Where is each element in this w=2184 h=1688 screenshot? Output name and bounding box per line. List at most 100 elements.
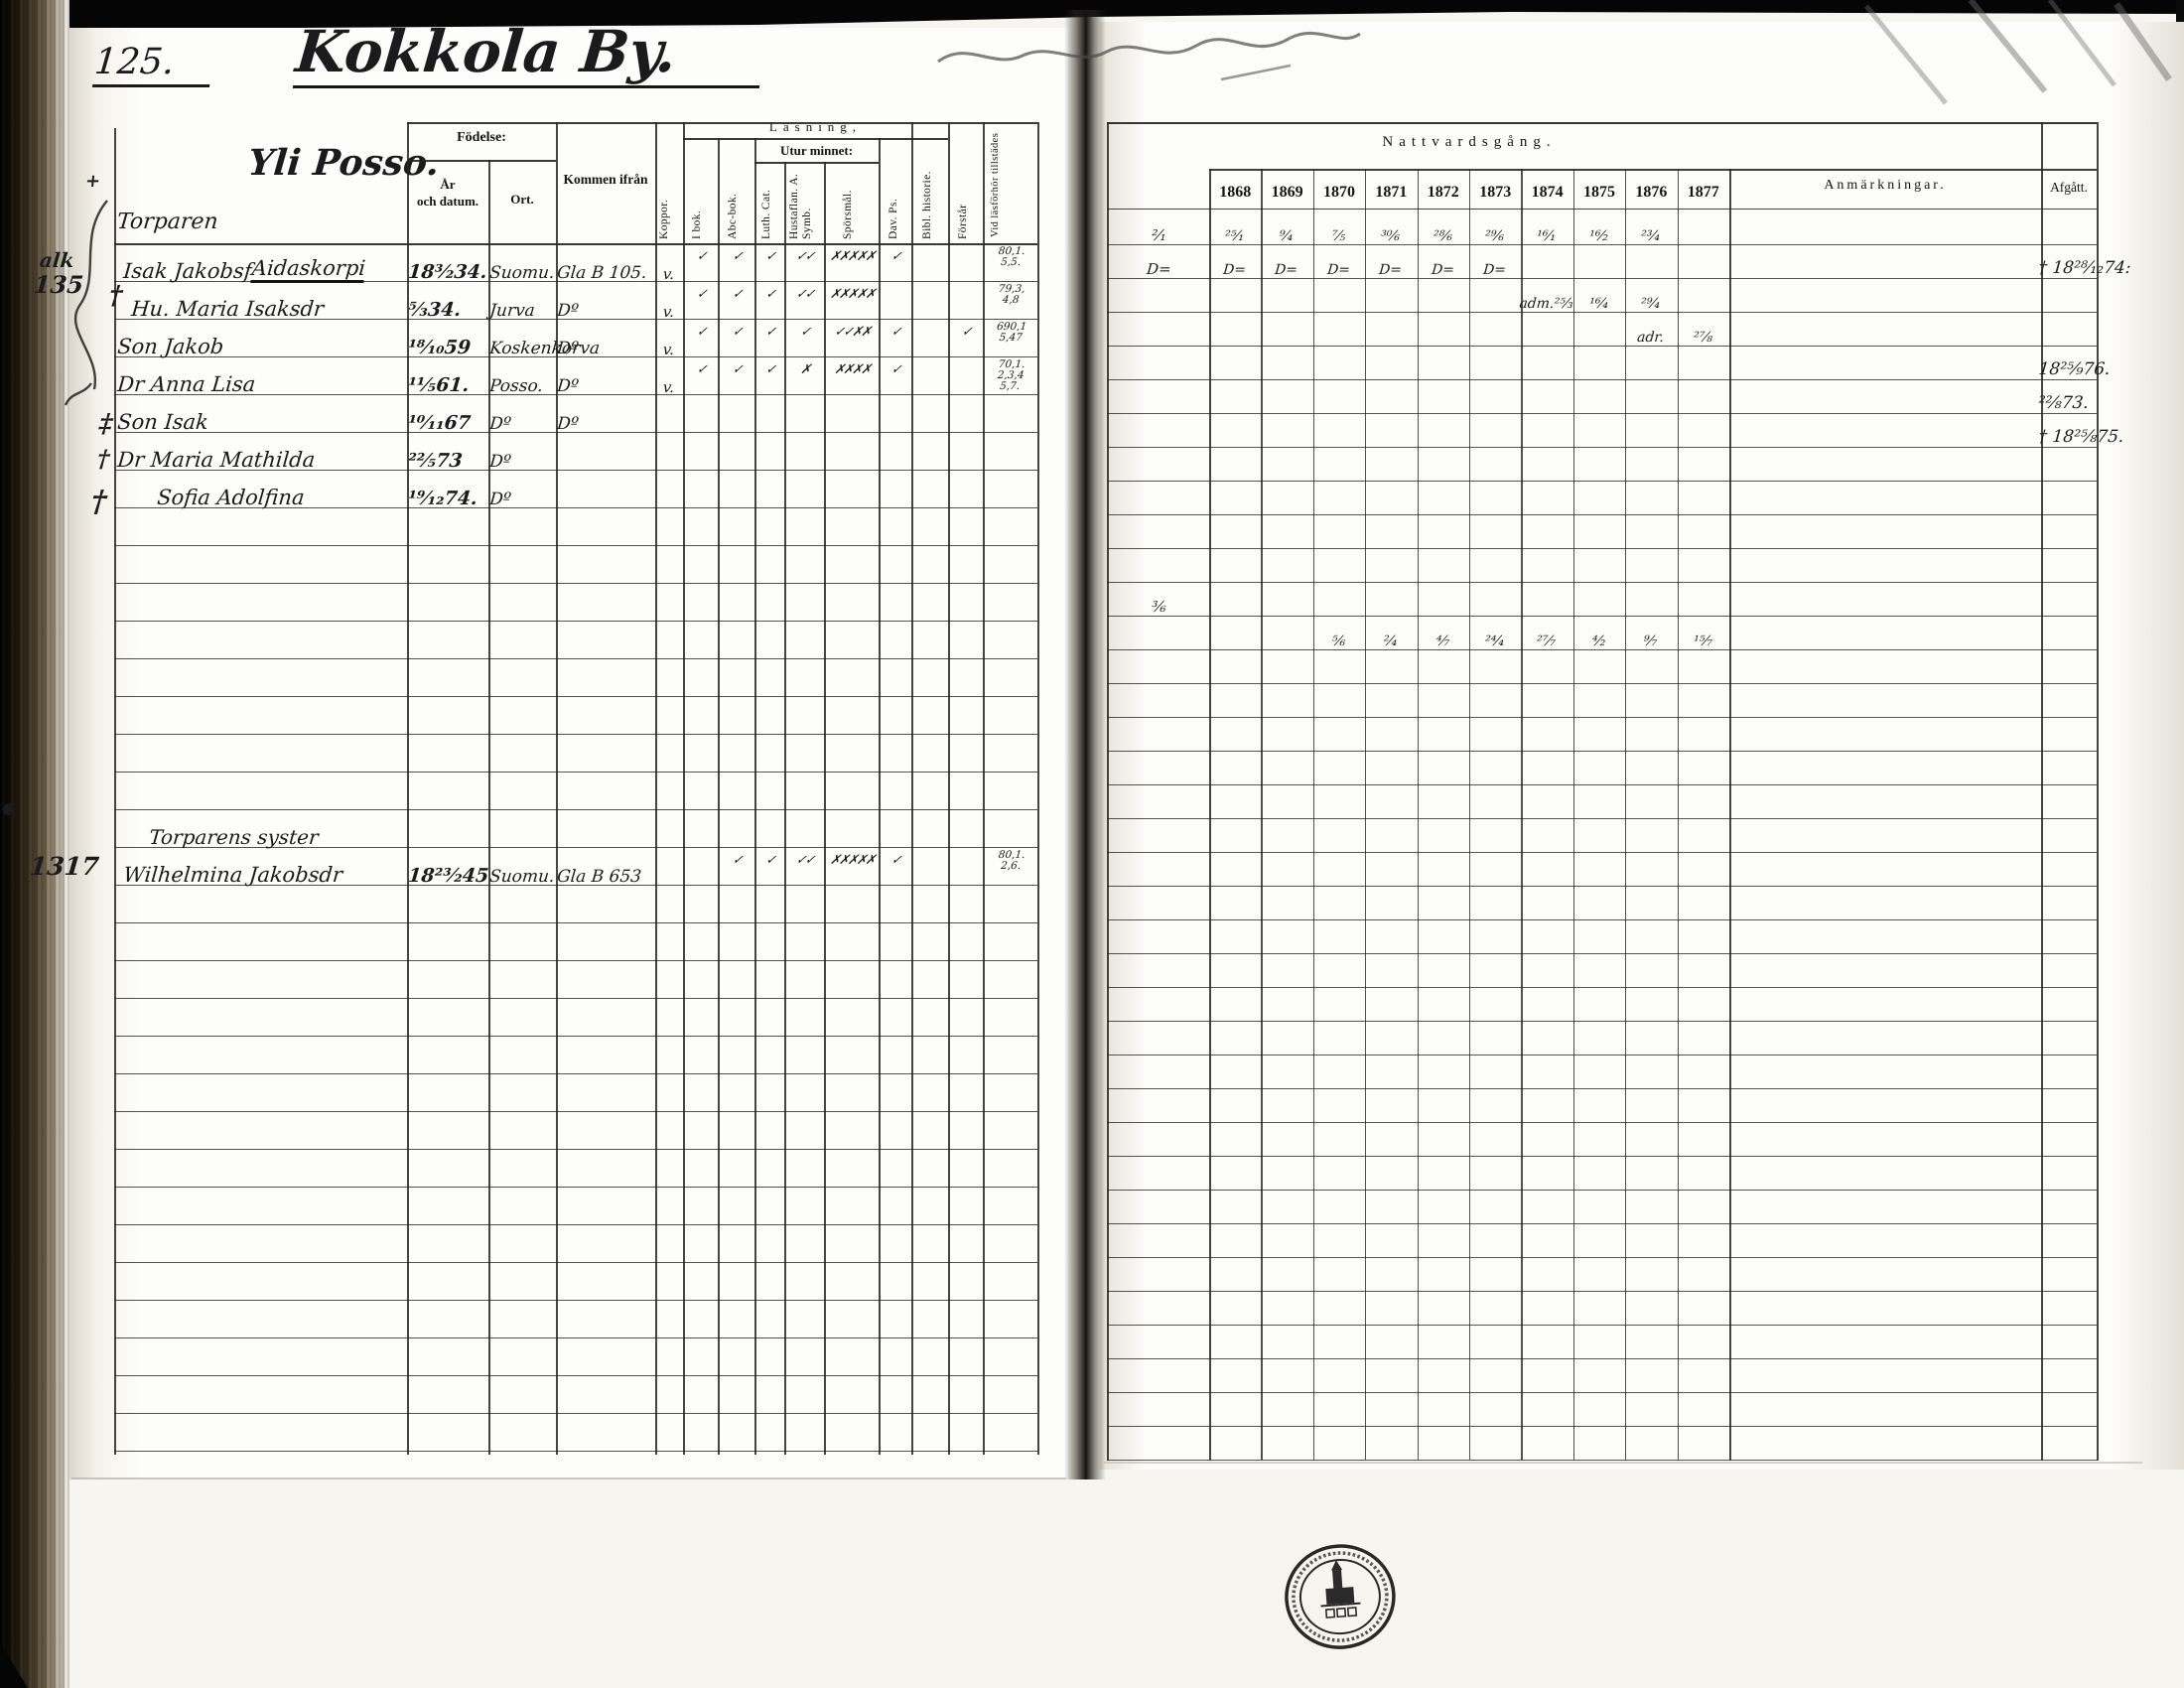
table-column-line — [983, 122, 985, 1455]
year-header: 1876 — [1635, 184, 1668, 201]
table-column-line — [1365, 169, 1367, 1460]
header-ort: Ort. — [510, 192, 534, 207]
reading-mark: ✓ — [890, 362, 901, 377]
reading-mark: ✓ — [764, 362, 775, 377]
reading-mark: ✓ — [696, 287, 707, 302]
table-column-line — [948, 122, 950, 1455]
header-anmarkningar: Anmärkningar. — [1824, 178, 1947, 193]
reading-mark: ✓ — [961, 325, 972, 340]
table-row-line — [1107, 751, 2097, 753]
table-header-line — [683, 138, 948, 140]
stamp-baseline — [1320, 1602, 1361, 1608]
header-nattvardsgang: Nattvardsgång. — [1382, 134, 1557, 150]
header-koppor: Koppor. — [658, 199, 670, 239]
person-name-text: Hu. Maria Isaksdr — [130, 297, 326, 321]
birth-place: Jurva — [488, 301, 536, 321]
communion-mark: ⁴⁄₇ — [1434, 633, 1450, 649]
reading-mark: ✓ — [696, 362, 707, 377]
table-row-line — [114, 394, 1037, 396]
person-name: Torparens syster — [148, 809, 407, 850]
center-gutter-shadow — [1064, 10, 1106, 1479]
examination-note: 80,1. 2,6. — [998, 849, 1026, 872]
stamp-glyph-box — [1346, 1607, 1358, 1618]
margin-annotation: † — [107, 281, 124, 311]
table-column-line — [1312, 169, 1315, 1460]
reading-mark: ✓ — [696, 249, 707, 264]
table-column-line — [488, 160, 490, 1455]
table-row-line — [1107, 244, 2097, 246]
came-from: Dº — [556, 339, 580, 358]
stamp-glyph-box — [1335, 1607, 1347, 1618]
person-name: Hu. Maria Isaksdr — [130, 281, 407, 322]
table-column-line — [1107, 122, 1109, 1461]
table-header-line — [1107, 209, 2097, 211]
table-row-line — [1107, 1021, 2097, 1023]
communion-mark: D= — [1222, 262, 1247, 278]
communion-mark: ⁵⁄₆ — [1330, 633, 1346, 649]
communion-mark: ²⁄₄ — [1383, 633, 1399, 649]
table-top-line — [1107, 122, 2097, 124]
table-row-line — [114, 356, 1037, 358]
table-row-line — [1107, 447, 2097, 449]
table-column-line — [2041, 122, 2043, 1461]
person-name-text: Wilhelmina Jakobsdr — [122, 863, 344, 887]
person-name-text: Son Isak — [116, 410, 209, 434]
scribble-stroke — [1220, 64, 1292, 81]
smallpox-mark: v. — [662, 265, 676, 283]
table-row-line — [1107, 1426, 2097, 1428]
table-row-line — [1107, 1358, 2097, 1360]
table-row-line — [1107, 312, 2097, 314]
spine-grain-texture — [0, 0, 69, 1688]
birth-place: Suomu. — [488, 263, 556, 283]
parish-stamp — [1285, 1544, 1396, 1649]
reading-mark: ✗✗✗✗✗ — [829, 249, 876, 264]
table-row-line — [114, 1451, 1037, 1453]
table-row-line — [114, 1224, 1037, 1226]
margin-annotation: + — [84, 171, 102, 192]
table-row-line — [114, 1187, 1037, 1189]
reading-mark: ✓✓✗✗ — [833, 325, 871, 340]
table-row-line — [1107, 548, 2097, 550]
departed-date: ²²⁄₈73. — [2037, 393, 2090, 413]
table-column-line — [683, 122, 685, 1455]
book-spine-edge — [0, 0, 69, 1688]
table-column-line — [1625, 169, 1627, 1460]
stamp-church-spire — [1331, 1560, 1343, 1571]
table-row-line — [1107, 683, 2097, 685]
table-row-line — [1107, 852, 2097, 854]
table-row-line — [1107, 1122, 2097, 1124]
header-forstar: Förstår — [957, 204, 969, 239]
person-name: Dr Maria Mathilda — [116, 432, 407, 473]
reading-mark: ✓ — [732, 325, 743, 340]
communion-mark: adr. — [1636, 330, 1665, 346]
reading-mark: ✗✗✗✗✗ — [829, 853, 876, 868]
communion-mark: ²⁷⁄₈ — [1692, 330, 1713, 346]
table-column-line — [1572, 169, 1575, 1460]
table-row-line — [114, 998, 1037, 1000]
stamp-outer-ring — [1285, 1544, 1396, 1649]
person-name-text: Sofia Adolfina — [156, 486, 306, 509]
came-from: Dº — [556, 376, 580, 396]
table-column-line — [114, 128, 116, 1455]
stamp-church-body — [1325, 1587, 1355, 1606]
person-name: Dr Anna Lisa — [116, 356, 407, 397]
table-row-line — [114, 621, 1037, 623]
communion-mark: ²⁷⁄₇ — [1536, 633, 1558, 649]
table-column-line — [911, 122, 913, 1455]
person-name: Son Isak — [116, 394, 407, 435]
table-column-line — [1417, 169, 1419, 1460]
table-row-line — [1107, 413, 2097, 415]
streak — [1968, 0, 2048, 93]
reading-mark: ✓ — [890, 249, 901, 264]
table-column-line — [879, 138, 881, 1455]
left-page-bottom-edge — [71, 1477, 1066, 1479]
reading-mark: ✗✗✗✗✗ — [829, 287, 876, 302]
margin-annotation: 1317 — [28, 852, 100, 881]
reading-mark: ✓ — [732, 249, 743, 264]
table-column-line — [1677, 169, 1679, 1460]
communion-mark: ²⁹⁄₆ — [1484, 228, 1505, 244]
streak — [1864, 4, 1948, 105]
table-row-line — [1107, 1088, 2097, 1090]
birth-place: Suomu. — [488, 867, 556, 887]
communion-mark: ¹⁵⁄₇ — [1692, 633, 1713, 649]
